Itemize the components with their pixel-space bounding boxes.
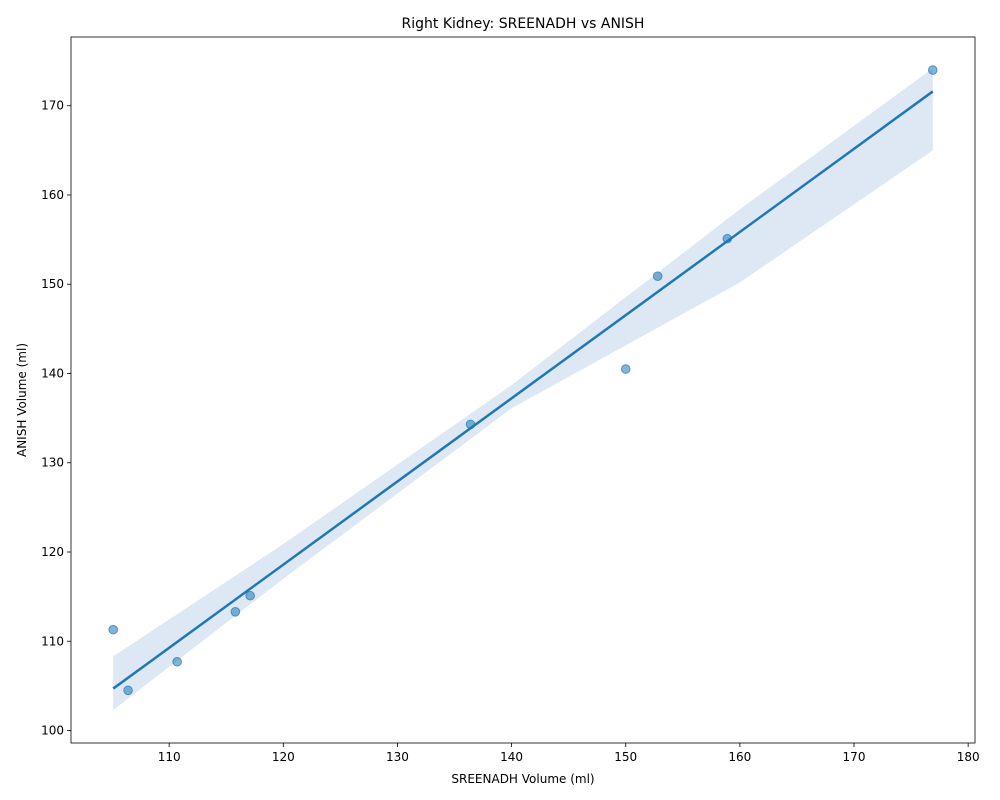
scatter-point xyxy=(172,656,182,667)
y-tick-label: 130 xyxy=(41,456,64,470)
y-tick-label: 110 xyxy=(41,634,64,648)
plot-area xyxy=(108,65,938,710)
x-tick-label: 130 xyxy=(386,750,409,764)
scatter-point xyxy=(230,606,241,617)
chart-title: Right Kidney: SREENADH vs ANISH xyxy=(402,16,645,32)
y-tick-label: 100 xyxy=(41,724,64,738)
y-tick-label: 160 xyxy=(41,188,64,202)
x-tick-label: 180 xyxy=(957,750,980,764)
y-tick-label: 170 xyxy=(41,99,64,113)
x-tick-label: 160 xyxy=(728,750,751,764)
x-tick-label: 170 xyxy=(843,750,866,764)
axes-frame xyxy=(70,36,976,744)
regression-line xyxy=(112,90,934,690)
scatter-point xyxy=(245,590,256,601)
x-tick-label: 110 xyxy=(158,750,181,764)
scatter-point xyxy=(123,685,133,696)
scatter-point xyxy=(722,233,733,244)
y-axis-label: ANISH Volume (ml) xyxy=(15,343,29,457)
scatter-point xyxy=(927,65,938,75)
x-tick-label: 140 xyxy=(500,750,523,764)
y-tick-label: 150 xyxy=(41,277,64,291)
scatter-point xyxy=(108,624,119,635)
x-tick-label: 150 xyxy=(614,750,637,764)
scatter-point xyxy=(620,364,631,374)
x-tick-label: 120 xyxy=(272,750,295,764)
axes: 110 120 130 140 150 160 170 180 100 110 120 130 140 1… xyxy=(41,36,980,764)
y-tick-label: 120 xyxy=(41,545,64,559)
x-axis-label: SREENADH Volume (ml) xyxy=(451,772,594,786)
scatter-point xyxy=(465,419,476,430)
y-tick-label: 140 xyxy=(41,366,64,380)
scatter-point xyxy=(652,271,663,282)
